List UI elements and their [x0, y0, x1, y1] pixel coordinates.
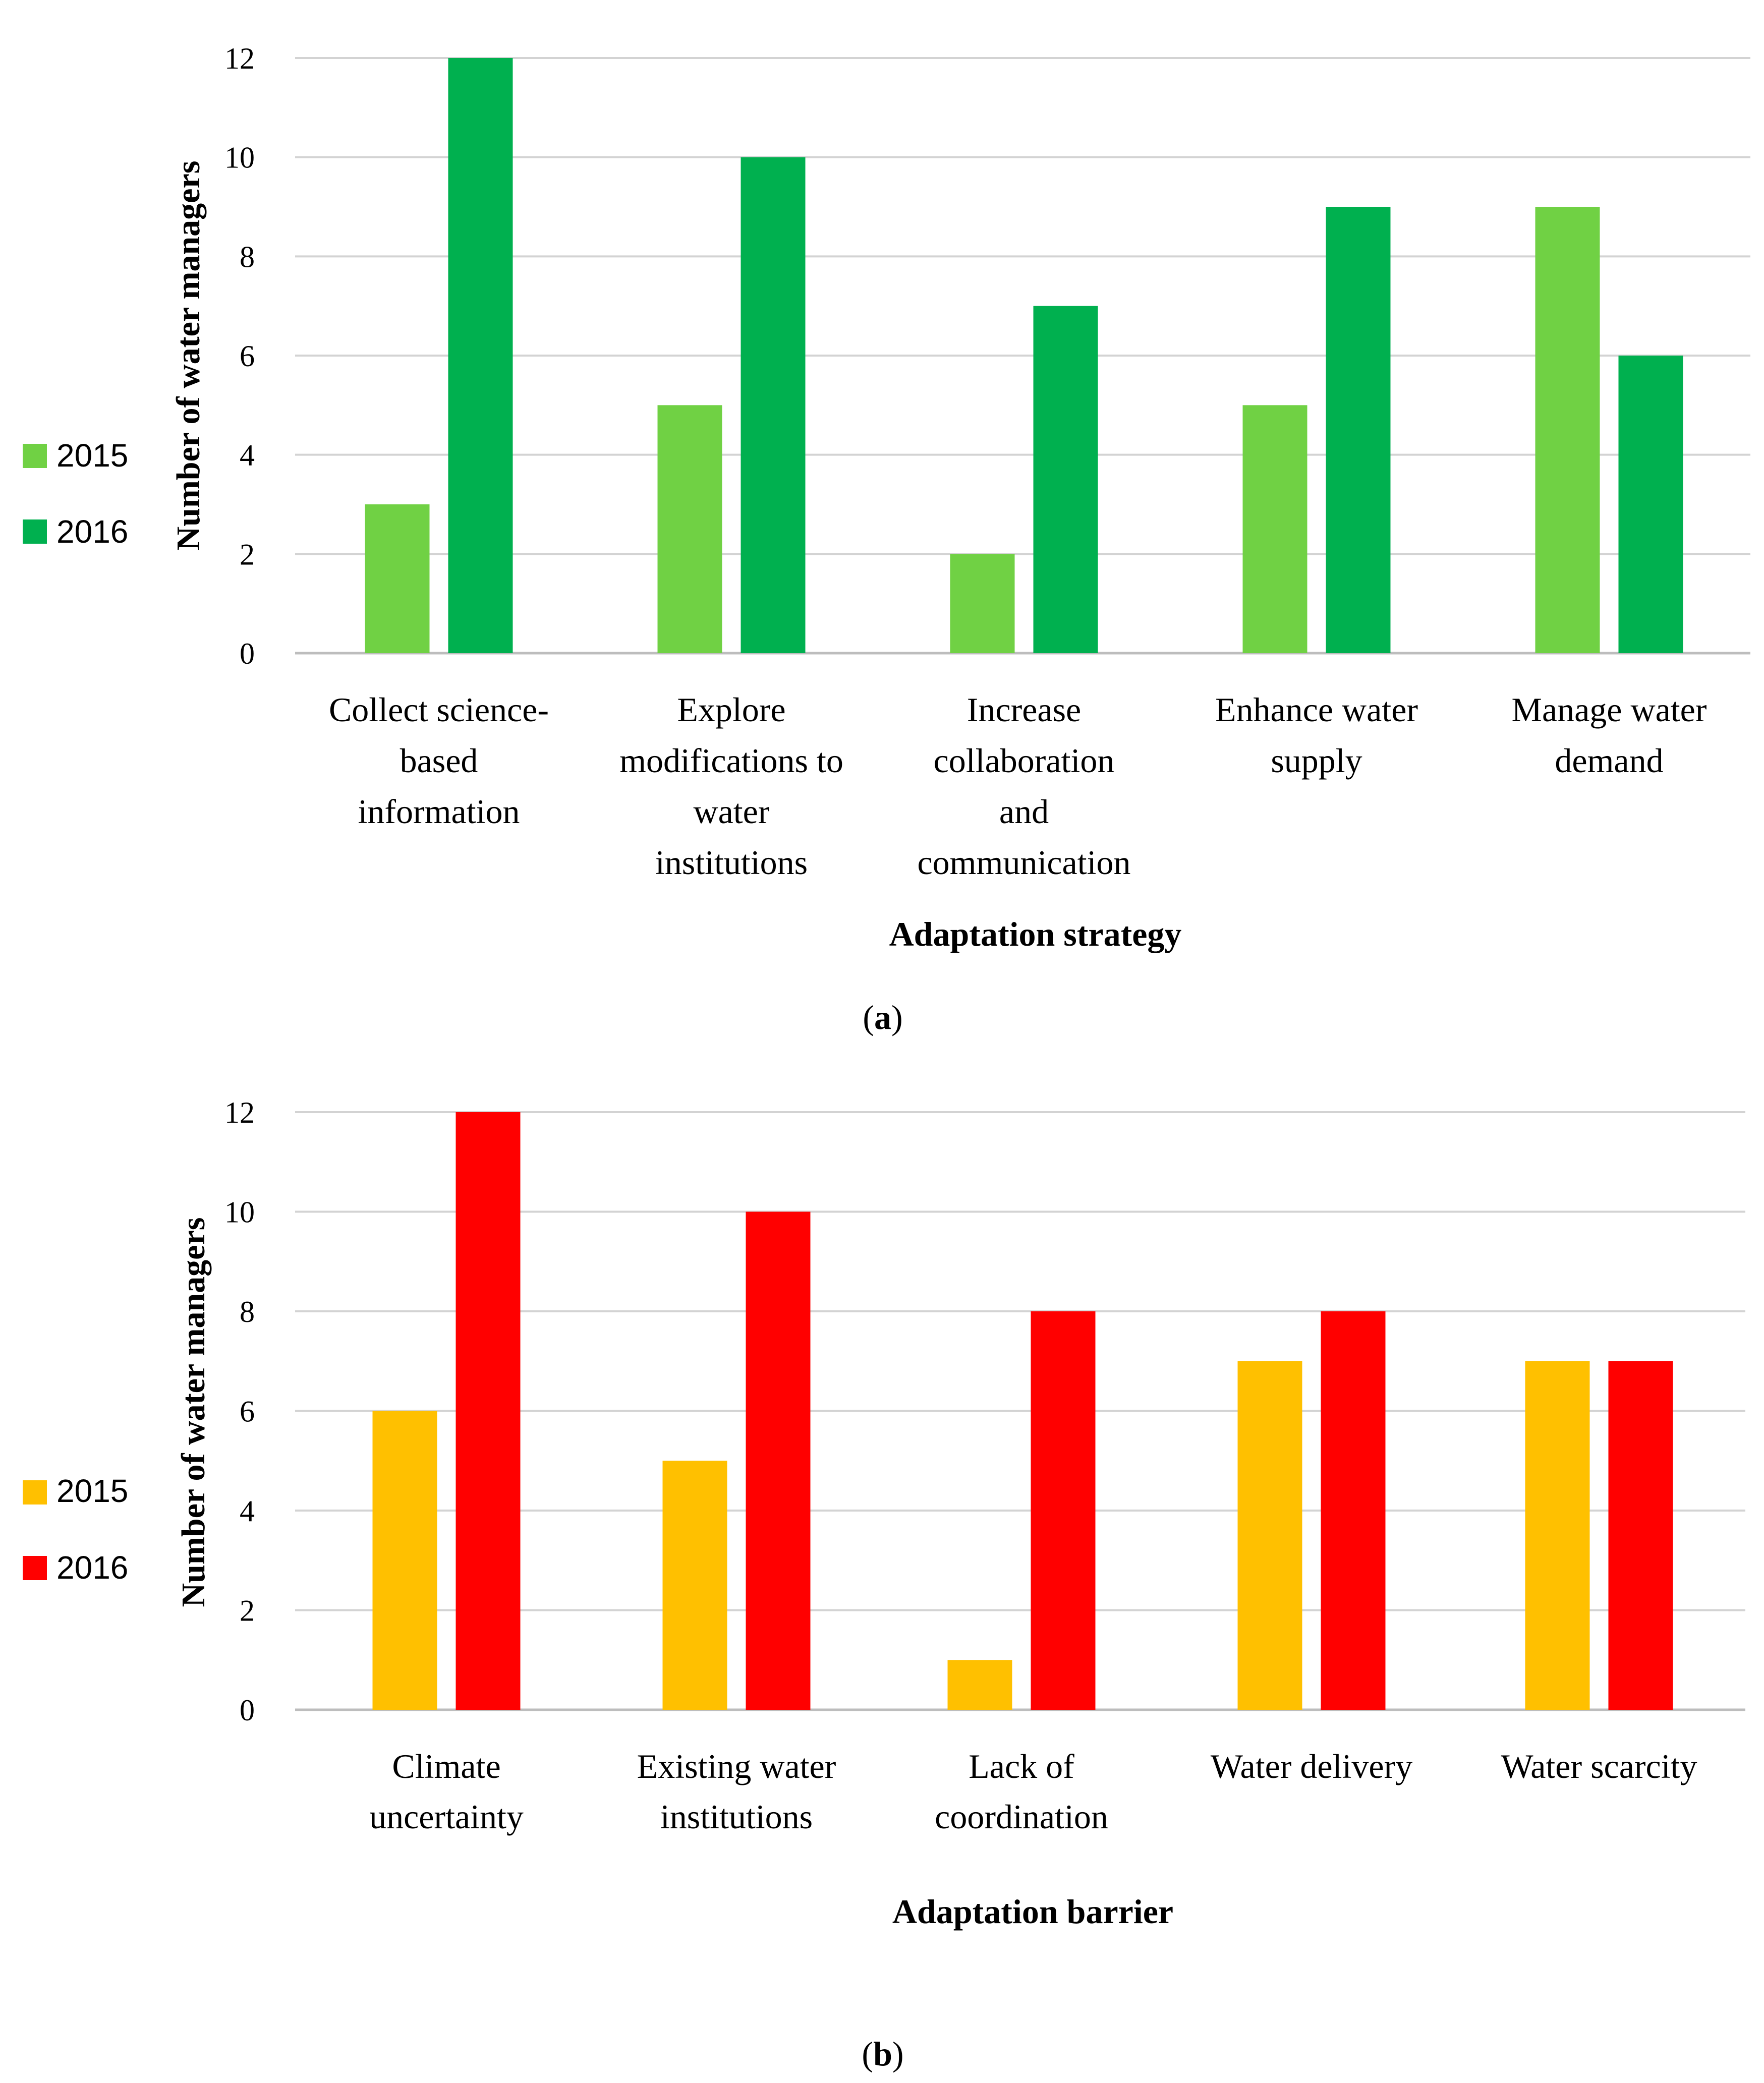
x-category-label: Climate uncertainty — [369, 1747, 524, 1836]
x-category-label: Water delivery — [1211, 1747, 1412, 1785]
y-tick-label: 10 — [224, 141, 255, 175]
bar-2015 — [662, 1461, 727, 1710]
y-tick-label: 12 — [224, 42, 255, 75]
x-axis-title: Adaptation strategy — [889, 915, 1182, 953]
y-tick-label: 0 — [240, 1694, 255, 1727]
y-tick-label: 12 — [224, 1096, 255, 1129]
legend-label: 2016 — [56, 1549, 128, 1586]
legend-label: 2016 — [56, 513, 128, 550]
y-tick-label: 8 — [240, 240, 255, 273]
bar-2016 — [1618, 356, 1683, 653]
panel-label: (a) — [863, 998, 902, 1036]
bar-2015 — [1237, 1361, 1302, 1710]
y-axis-title: Number of water managers — [175, 1218, 212, 1607]
x-category-label: Manage water demand — [1511, 690, 1706, 780]
y-axis-title: Number of water managers — [170, 161, 207, 551]
bar-2015 — [950, 554, 1015, 653]
legend-label: 2015 — [56, 1473, 128, 1509]
x-category-label: Lack of coordination — [935, 1747, 1108, 1836]
bar-2015 — [365, 504, 430, 653]
y-tick-label: 0 — [240, 637, 255, 670]
bar-2015 — [1535, 207, 1600, 653]
bar-2015 — [657, 405, 722, 653]
y-tick-label: 6 — [240, 339, 255, 373]
bar-2016 — [1326, 207, 1391, 653]
bar-2015 — [372, 1411, 437, 1710]
panel-label: (b) — [862, 2035, 903, 2073]
bar-2016 — [1031, 1311, 1096, 1710]
legend-swatch-2016 — [23, 1556, 47, 1580]
y-tick-label: 10 — [224, 1196, 255, 1229]
bar-2015 — [1242, 405, 1307, 653]
x-category-label: Increase collaboration and communication — [917, 690, 1130, 882]
bar-2016 — [746, 1211, 811, 1710]
x-category-label: Water scarcity — [1501, 1747, 1697, 1785]
legend-swatch-2015 — [23, 1480, 47, 1505]
y-tick-label: 4 — [240, 1494, 255, 1528]
bar-2016 — [741, 157, 806, 654]
legend-label: 2015 — [56, 437, 128, 474]
bar-2016 — [1033, 306, 1098, 653]
legend-swatch-2016 — [23, 519, 47, 544]
x-category-label: Collect science-based information — [329, 690, 549, 831]
x-category-label: Existing water institutions — [637, 1747, 836, 1836]
y-tick-label: 2 — [240, 1594, 255, 1628]
y-tick-label: 4 — [240, 439, 255, 472]
y-tick-label: 8 — [240, 1295, 255, 1328]
y-tick-label: 6 — [240, 1395, 255, 1428]
chart-panel-b: 0 2 4 6 8 10 12 Climate uncertainty Existing wate… — [23, 1096, 1745, 2073]
x-category-label: Enhance water supply — [1215, 690, 1418, 780]
legend-swatch-2015 — [23, 444, 47, 468]
x-category-label: Explore modifications to water institutions — [619, 690, 843, 882]
bar-2016 — [1321, 1311, 1386, 1710]
bar-2016 — [456, 1112, 521, 1710]
bar-2015 — [1525, 1361, 1590, 1710]
bar-2016 — [1608, 1361, 1673, 1710]
x-axis-title: Adaptation barrier — [892, 1892, 1173, 1931]
chart-panel-a: 0 2 4 6 8 10 12 Collect science-based informatio… — [23, 42, 1750, 1036]
bar-2015 — [947, 1660, 1012, 1710]
y-tick-label: 2 — [240, 538, 255, 571]
bar-2016 — [448, 58, 513, 653]
